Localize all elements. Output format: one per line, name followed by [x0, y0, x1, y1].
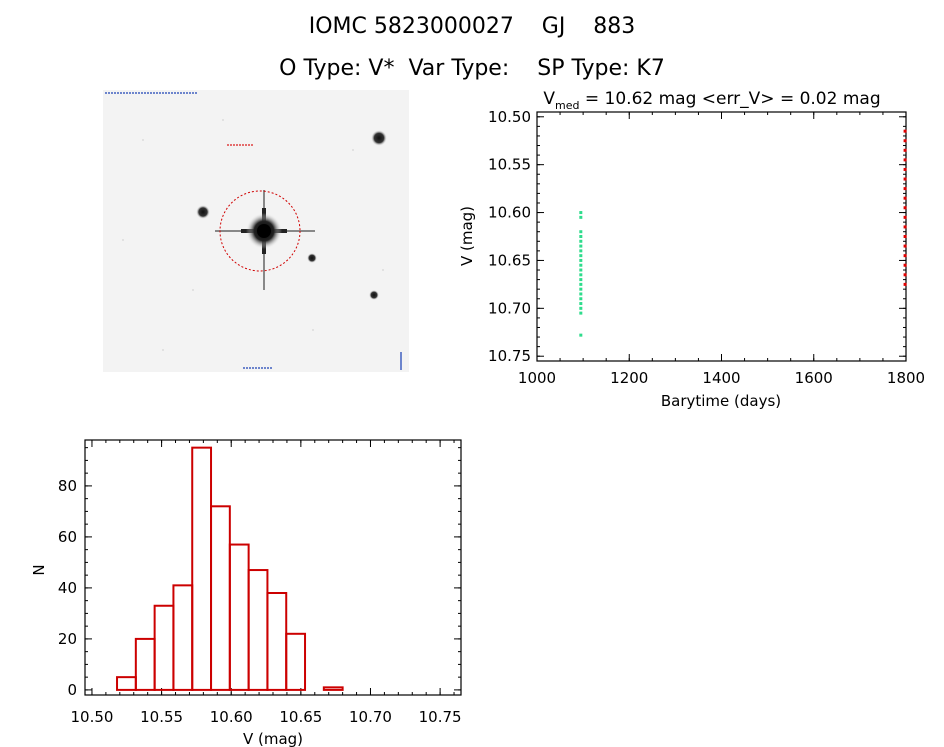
x-tick-label: 1400: [702, 369, 740, 387]
data-point-series-2: [903, 167, 907, 171]
chart-title-sub: med: [555, 99, 579, 112]
data-point-series-2: [903, 148, 907, 152]
data-point-series-1: [579, 333, 583, 337]
data-point-series-1: [579, 244, 583, 248]
data-point-series-1: [579, 287, 583, 291]
histogram-bar: [228, 543, 250, 691]
data-point-series-1: [579, 302, 583, 306]
data-point-series-2: [903, 187, 907, 191]
data-point-series-2: [903, 225, 907, 229]
chart-title-post: = 10.62 mag <err_V> = 0.02 mag: [579, 89, 880, 109]
histogram-bar: [210, 505, 231, 691]
y-tick-label: 10.55: [488, 156, 531, 174]
histogram-bar: [153, 604, 175, 691]
hist-x-axis-label: V (mag): [243, 730, 303, 747]
page-subtitle: O Type: V* Var Type: SP Type: K7: [279, 56, 665, 81]
data-point-series-2: [903, 196, 907, 200]
star: [196, 205, 210, 219]
data-point-series-1: [579, 230, 583, 234]
data-point-series-1: [579, 249, 583, 253]
data-point-series-1: [579, 273, 583, 277]
data-point-series-2: [903, 215, 907, 219]
histogram-bar: [116, 676, 137, 691]
histogram-frame: [84, 439, 462, 696]
data-point-series-1: [579, 268, 583, 272]
light-curve-frame: [536, 111, 907, 362]
data-point-series-2: [903, 177, 907, 181]
hist-x-tick-label: 10.50: [70, 708, 113, 726]
hist-y-tick-label: 80: [58, 477, 77, 495]
data-point-series-2: [903, 206, 907, 210]
star: [307, 253, 317, 263]
hist-y-tick-label: 60: [58, 528, 77, 546]
data-point-series-1: [579, 235, 583, 238]
sky-image-svg: [103, 90, 409, 372]
hist-x-tick-label: 10.70: [349, 708, 392, 726]
data-point-series-2: [903, 263, 907, 267]
hist-x-tick-label: 10.60: [210, 708, 253, 726]
y-tick-label: 10.60: [488, 204, 531, 222]
y-tick-label: 10.75: [488, 347, 531, 365]
hist-y-tick-label: 40: [58, 579, 77, 597]
data-point-series-1: [579, 297, 583, 301]
hist-x-tick-label: 10.55: [140, 708, 183, 726]
star: [369, 290, 379, 300]
data-point-series-1: [579, 282, 583, 286]
x-tick-label: 1800: [887, 369, 925, 387]
data-point-series-1: [579, 211, 583, 215]
sky-image-stamp: [103, 90, 409, 372]
histogram-bar: [266, 592, 288, 691]
y-tick-label: 10.50: [488, 108, 531, 126]
data-point-series-2: [903, 273, 907, 277]
star: [371, 130, 387, 146]
data-point-series-1: [579, 306, 583, 310]
chart-title-pre: V: [543, 89, 555, 109]
x-axis-label: Barytime (days): [661, 392, 781, 410]
histogram-bar: [172, 584, 194, 691]
x-tick-label: 1600: [795, 369, 833, 387]
histogram-bar: [247, 569, 269, 691]
x-tick-label: 1000: [518, 369, 556, 387]
y-axis-label: V (mag): [458, 206, 476, 266]
data-point-series-1: [579, 278, 583, 282]
histogram-bar: [322, 686, 344, 691]
hist-x-tick-label: 10.75: [419, 708, 462, 726]
page-title: IOMC 5823000027 GJ 883: [308, 14, 636, 39]
hist-y-axis-label: N: [30, 564, 48, 575]
data-point-series-2: [903, 235, 907, 238]
data-point-series-1: [579, 254, 583, 258]
hist-y-tick-label: 20: [58, 630, 77, 648]
data-point-series-1: [579, 258, 583, 262]
data-point-series-2: [903, 139, 907, 143]
chart-title: Vmed = 10.62 mag <err_V> = 0.02 mag: [543, 89, 880, 112]
histogram-bar: [191, 446, 213, 691]
y-tick-label: 10.70: [488, 299, 531, 317]
data-point-series-1: [579, 239, 583, 243]
main-star: [215, 190, 315, 290]
hist-y-tick-label: 0: [67, 681, 77, 699]
data-point-series-1: [579, 292, 583, 296]
x-tick-label: 1200: [610, 369, 648, 387]
data-point-series-1: [579, 215, 583, 219]
data-point-series-2: [903, 282, 907, 286]
data-point-series-1: [579, 311, 583, 315]
data-point-series-2: [903, 129, 907, 133]
histogram-bar: [285, 632, 307, 691]
data-point-series-1: [579, 263, 583, 267]
target-circle: [219, 190, 301, 272]
data-point-series-2: [903, 158, 907, 162]
histogram-bar: [134, 637, 156, 691]
hist-x-tick-label: 10.65: [279, 708, 322, 726]
data-point-series-2: [903, 244, 907, 248]
y-tick-label: 10.65: [488, 251, 531, 269]
data-point-series-2: [903, 254, 907, 258]
